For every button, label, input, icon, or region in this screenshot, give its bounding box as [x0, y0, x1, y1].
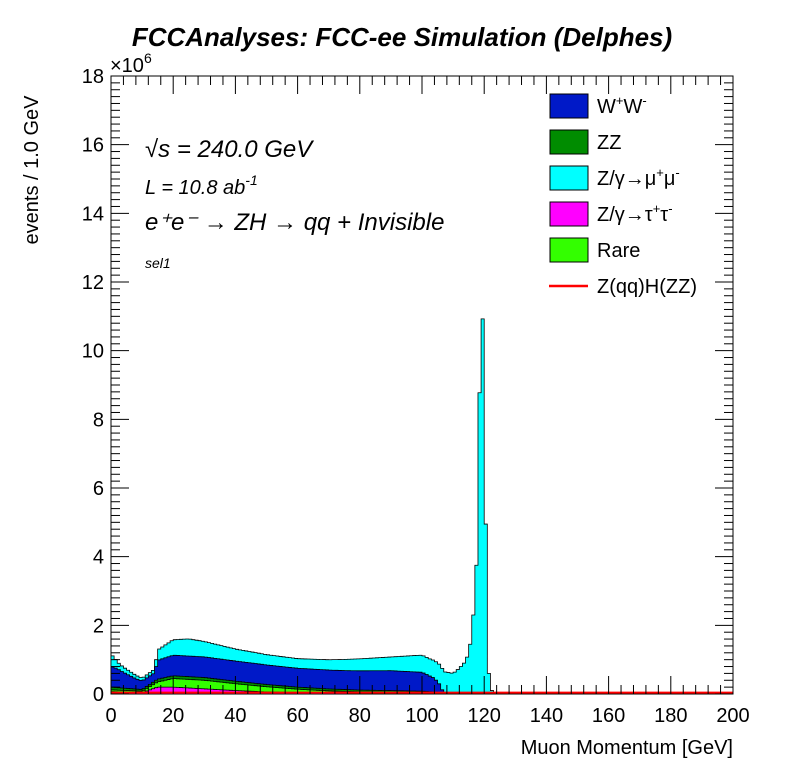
legend: W+W- ZZ Z/γ→μ+μ- Z/γ→τ+τ- Rare Z(qq)H(ZZ) [549, 93, 697, 298]
legend-label: ZZ [597, 132, 621, 154]
x-tick-label: 160 [592, 705, 625, 727]
y-tick-label: 6 [93, 478, 104, 500]
legend-label: Z/γ→μ+μ- [597, 165, 680, 190]
x-tick-label: 0 [105, 705, 116, 727]
y-tick-label: 18 [82, 66, 104, 88]
legend-swatch [549, 201, 589, 227]
y-tick-label: 14 [82, 203, 104, 225]
x-tick-label: 140 [530, 705, 563, 727]
y-tick-label: 16 [82, 135, 104, 157]
annotation-luminosity: L = 10.8 ab-1 [145, 172, 258, 199]
legend-swatch [549, 93, 589, 119]
x-tick-label: 200 [716, 705, 749, 727]
legend-swatch [549, 165, 589, 191]
y-axis-label: events / 1.0 GeV [21, 95, 43, 245]
chart-title: FCCAnalyses: FCC-ee Simulation (Delphes) [132, 22, 672, 52]
legend-swatch [549, 237, 589, 263]
y-multiplier: ×106 [110, 50, 152, 77]
y-tick-label: 12 [82, 272, 104, 294]
x-tick-label: 100 [405, 705, 438, 727]
x-tick-label: 60 [286, 705, 308, 727]
annotation-selection: sel1 [145, 255, 171, 271]
y-tick-label: 0 [93, 684, 104, 706]
histogram-z--4 [110, 318, 733, 695]
legend-label: Z(qq)H(ZZ) [597, 276, 697, 298]
annotation-process: e⁺e⁻ → ZH → qq + Invisible [145, 209, 444, 236]
y-tick-label: 4 [93, 547, 104, 569]
legend-label: Rare [597, 240, 640, 262]
x-axis-label: Muon Momentum [GeV] [521, 737, 733, 759]
annotation-sqrt-s: √s = 240.0 GeV [145, 136, 314, 163]
y-tick-label: 2 [93, 615, 104, 637]
histogram-stack [110, 318, 733, 695]
axis-ticks: 0 20 40 60 80 100 120 140 160 180 200 0 2 4 6 8 10 12 14 16… [82, 66, 750, 727]
legend-label: Z/γ→τ+τ- [597, 201, 673, 226]
legend-swatch [549, 129, 589, 155]
legend-label: W+W- [597, 93, 647, 118]
x-tick-label: 120 [468, 705, 501, 727]
x-tick-label: 80 [349, 705, 371, 727]
y-tick-label: 8 [93, 409, 104, 431]
x-tick-label: 20 [162, 705, 184, 727]
x-tick-label: 40 [224, 705, 246, 727]
x-tick-label: 180 [654, 705, 687, 727]
y-tick-label: 10 [82, 341, 104, 363]
